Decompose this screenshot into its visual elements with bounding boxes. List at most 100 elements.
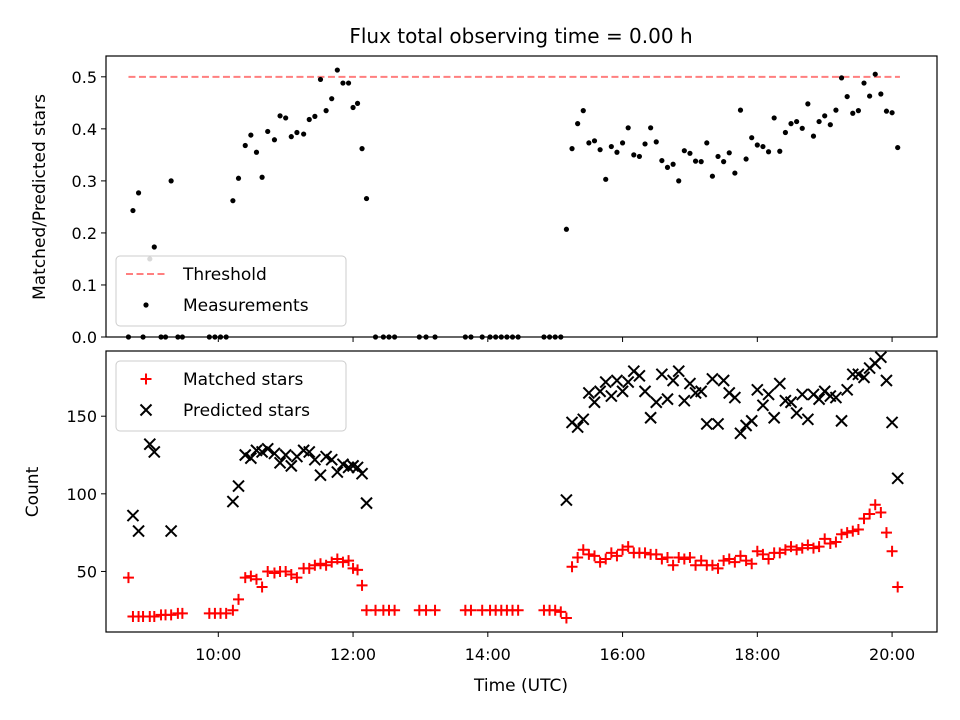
chart-title: Flux total observing time = 0.00 h bbox=[349, 24, 692, 48]
matched-stars-point bbox=[690, 559, 702, 571]
matched-stars-point bbox=[309, 559, 321, 571]
measurement-point bbox=[359, 146, 365, 152]
top-y-tick-label: 0.1 bbox=[72, 276, 97, 295]
predicted-stars-point bbox=[880, 374, 893, 387]
measurement-point bbox=[721, 159, 727, 165]
predicted-stars-point bbox=[751, 383, 764, 397]
predicted-stars-point bbox=[610, 374, 624, 387]
predicted-stars-point bbox=[164, 524, 178, 538]
measurement-point bbox=[810, 133, 817, 139]
measurement-point bbox=[743, 156, 749, 162]
matched-stars-point bbox=[858, 513, 870, 525]
measurement-point bbox=[271, 137, 278, 143]
matched-stars-point bbox=[549, 604, 561, 616]
predicted-stars-point bbox=[756, 399, 770, 412]
matched-stars-point bbox=[841, 527, 853, 539]
matched-stars-point bbox=[718, 555, 730, 567]
measurement-point bbox=[334, 67, 340, 73]
predicted-stars-point bbox=[351, 461, 364, 474]
matched-stars-point bbox=[791, 544, 803, 556]
matched-stars-point bbox=[667, 559, 679, 571]
predicted-stars-point bbox=[829, 391, 843, 404]
predicted-stars-point bbox=[560, 493, 573, 507]
predicted-stars-point bbox=[885, 416, 899, 429]
measurement-point bbox=[782, 129, 788, 136]
predicted-stars-point bbox=[762, 388, 775, 401]
matched-stars-point bbox=[864, 508, 876, 520]
measurement-point bbox=[301, 131, 307, 137]
matched-stars-point bbox=[314, 558, 326, 570]
measurement-point bbox=[168, 178, 174, 184]
measurement-point bbox=[715, 153, 721, 160]
measurement-point bbox=[354, 100, 361, 106]
predicted-stars-point bbox=[126, 509, 140, 522]
x-axis-label: Time (UTC) bbox=[473, 676, 568, 696]
matched-stars-point bbox=[465, 604, 477, 616]
matched-stars-point bbox=[389, 604, 401, 616]
measurement-point bbox=[676, 178, 682, 184]
matched-stars-point bbox=[852, 524, 864, 536]
measurement-point bbox=[614, 149, 620, 155]
matched-stars-point bbox=[583, 548, 595, 560]
top-y-tick-label: 0.2 bbox=[72, 224, 97, 243]
matched-stars-point bbox=[622, 541, 634, 553]
measurement-point bbox=[317, 76, 324, 83]
measurement-point bbox=[659, 157, 665, 164]
matched-stars-point bbox=[819, 533, 831, 545]
predicted-stars-point bbox=[678, 394, 691, 407]
measurement-point bbox=[664, 164, 671, 170]
measurement-point bbox=[253, 149, 260, 155]
predicted-stars-point bbox=[773, 377, 786, 390]
matched-stars-point bbox=[673, 551, 685, 563]
matched-stars-point bbox=[122, 572, 134, 584]
matched-stars-point bbox=[343, 555, 355, 567]
legend-box bbox=[115, 360, 347, 432]
matched-stars-point bbox=[802, 539, 814, 551]
predicted-stars-point bbox=[694, 385, 708, 398]
measurement-point bbox=[867, 93, 873, 99]
measurement-point bbox=[248, 132, 254, 138]
measurement-point bbox=[838, 75, 845, 81]
predicted-stars-point bbox=[571, 420, 584, 434]
bottom-axes-frame bbox=[105, 350, 938, 633]
measurement-point bbox=[242, 142, 248, 149]
measurement-point bbox=[698, 159, 704, 165]
matched-stars-point bbox=[268, 567, 280, 579]
predicted-stars-point bbox=[638, 385, 652, 398]
measurement-point bbox=[889, 110, 895, 116]
measurement-point bbox=[833, 107, 839, 113]
predicted-stars-point bbox=[616, 385, 629, 398]
measurement-point bbox=[580, 108, 586, 114]
matched-stars-point bbox=[233, 593, 245, 605]
predicted-stars-point bbox=[846, 368, 859, 381]
matched-stars-point bbox=[605, 547, 617, 559]
matched-stars-point bbox=[785, 541, 797, 553]
measurement-point bbox=[648, 125, 654, 131]
legend-measurements-swatch bbox=[143, 302, 149, 308]
measurement-point bbox=[329, 96, 335, 102]
matched-stars-point bbox=[326, 556, 338, 568]
predicted-stars-point bbox=[857, 371, 871, 384]
matched-stars-point bbox=[512, 604, 524, 616]
predicted-stars-point bbox=[132, 524, 145, 538]
matched-stars-point bbox=[250, 573, 262, 585]
measurement-point bbox=[799, 125, 805, 131]
measurement-point bbox=[569, 146, 575, 152]
matched-stars-point bbox=[337, 556, 349, 568]
matched-stars-point bbox=[807, 542, 819, 554]
matched-stars-point bbox=[594, 556, 606, 568]
matched-stars-point bbox=[695, 555, 707, 567]
measurement-point bbox=[872, 71, 878, 77]
predicted-stars-point bbox=[650, 396, 663, 409]
measurement-point bbox=[345, 80, 352, 86]
measurement-point bbox=[603, 176, 609, 182]
measurement-point bbox=[294, 129, 300, 136]
measurement-point bbox=[636, 153, 643, 160]
matched-stars-point bbox=[262, 565, 274, 577]
legend-matched-stars-swatch bbox=[140, 373, 152, 385]
measurement-point bbox=[340, 80, 346, 86]
x-tick-label: 12:00 bbox=[330, 645, 376, 664]
matched-stars-point bbox=[560, 612, 572, 624]
measurement-point bbox=[619, 140, 626, 146]
